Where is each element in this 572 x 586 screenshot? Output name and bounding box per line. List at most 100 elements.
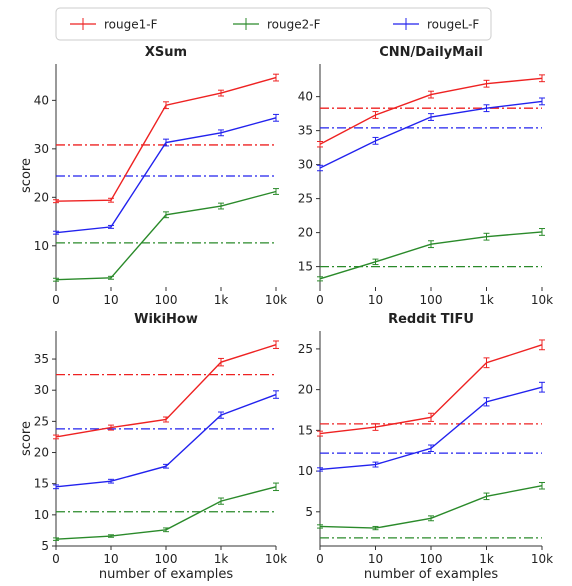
- y-tick-label: 25: [298, 342, 313, 356]
- series-line-rouge2-F: [55, 190, 277, 281]
- data-point-rougeL-F: [317, 164, 323, 172]
- data-point-rouge2-F: [428, 515, 434, 522]
- x-tick-label: 0: [316, 552, 324, 566]
- x-tick-label: 0: [52, 552, 60, 566]
- data-point-rougeL-F: [372, 461, 379, 468]
- legend-entry-rouge2-F: rouge2-F: [233, 18, 321, 32]
- data-point-rouge2-F: [428, 240, 434, 249]
- x-tick-label: 10: [103, 293, 118, 307]
- x-tick-label: 1k: [214, 293, 229, 307]
- data-point-rouge2-F: [539, 481, 545, 490]
- y-tick-label: 35: [34, 352, 49, 366]
- x-tick-label: 10: [368, 293, 383, 307]
- x-tick-label: 0: [52, 293, 60, 307]
- data-point-rouge2-F: [483, 492, 490, 501]
- data-point-rouge2-F: [372, 525, 379, 531]
- y-tick-label: 25: [34, 414, 49, 428]
- data-point-rouge2-F: [273, 188, 279, 195]
- legend-label: rouge2-F: [267, 18, 321, 32]
- y-tick-label: 20: [298, 226, 313, 240]
- data-point-rougeL-F: [372, 136, 379, 145]
- data-point-rouge1-F: [428, 412, 434, 422]
- y-tick-label: 20: [34, 190, 49, 204]
- legend-entry-rougeL-F: rougeL-F: [393, 18, 479, 32]
- panel-title: WikiHow: [134, 312, 198, 327]
- x-tick-label: 10k: [531, 293, 553, 307]
- x-axis-label: number of examples: [99, 567, 233, 582]
- legend-entry-rouge1-F: rouge1-F: [70, 18, 158, 32]
- data-point-rouge2-F: [539, 228, 545, 236]
- x-tick-label: 10k: [531, 552, 553, 566]
- data-point-rouge2-F: [53, 277, 59, 282]
- x-tick-label: 100: [420, 552, 443, 566]
- panel-reddit-tifu: Reddit TIFU 5 10 15 20 25 0 10 100 1k 10k number of…: [298, 312, 553, 582]
- y-tick-label: 10: [298, 464, 313, 478]
- data-point-rouge2-F: [483, 232, 490, 241]
- legend-label: rouge1-F: [104, 18, 158, 32]
- data-point-rougeL-F: [539, 97, 545, 106]
- data-point-rouge1-F: [483, 357, 490, 369]
- series-line-rougeL-F: [319, 100, 543, 169]
- data-point-rouge2-F: [372, 258, 379, 266]
- y-tick-label: 40: [298, 90, 313, 104]
- y-tick-label: 15: [34, 477, 49, 491]
- y-tick-label: 30: [34, 142, 49, 156]
- y-tick-label: 25: [298, 192, 313, 206]
- data-point-rouge1-F: [273, 73, 279, 82]
- data-point-rouge1-F: [539, 339, 545, 351]
- data-point-rougeL-F: [483, 104, 490, 113]
- x-tick-label: 100: [155, 293, 178, 307]
- legend-label: rougeL-F: [427, 18, 479, 32]
- series-line-rougeL-F: [319, 386, 543, 471]
- panel-title: CNN/DailyMail: [379, 45, 483, 60]
- data-point-rougeL-F: [218, 411, 224, 419]
- y-tick-label: 20: [34, 446, 49, 460]
- data-point-rougeL-F: [273, 390, 279, 399]
- x-tick-label: 10: [368, 552, 383, 566]
- data-point-rouge1-F: [483, 79, 490, 88]
- data-point-rouge1-F: [163, 416, 169, 423]
- y-tick-label: 15: [298, 423, 313, 437]
- y-axis-label: score: [19, 421, 34, 456]
- data-point-rouge1-F: [163, 101, 169, 110]
- data-point-rouge1-F: [273, 340, 279, 349]
- x-axis-label: number of examples: [364, 567, 498, 582]
- data-point-rougeL-F: [53, 484, 59, 490]
- data-point-rouge2-F: [317, 524, 323, 529]
- x-tick-label: 0: [316, 293, 324, 307]
- x-tick-label: 1k: [479, 552, 494, 566]
- y-tick-label: 10: [34, 508, 49, 522]
- data-point-rougeL-F: [273, 113, 279, 122]
- data-point-rouge1-F: [218, 357, 224, 367]
- data-point-rouge2-F: [163, 211, 169, 219]
- panel-cnn-dailymail: CNN/DailyMail 15 20 25 30 35 40 0 10 100 1k 10k: [298, 45, 553, 307]
- y-tick-label: 30: [34, 383, 49, 397]
- data-point-rougeL-F: [53, 230, 59, 235]
- data-point-rouge2-F: [108, 275, 114, 280]
- data-point-rougeL-F: [483, 397, 490, 407]
- series-line-rouge1-F: [319, 77, 543, 145]
- y-tick-label: 5: [305, 505, 313, 519]
- data-point-rouge1-F: [317, 141, 323, 148]
- data-point-rougeL-F: [218, 129, 224, 137]
- legend: rouge1-F rouge2-F rougeL-F: [55, 7, 492, 41]
- data-point-rouge1-F: [53, 434, 59, 440]
- x-tick-label: 10k: [265, 293, 287, 307]
- x-tick-label: 100: [155, 552, 178, 566]
- panel-wikihow: WikiHow 5 10 15 20 25 30 35 0 10 100 1k 10k score numb…: [19, 312, 287, 582]
- series-line-rougeL-F: [55, 393, 277, 488]
- data-point-rouge1-F: [108, 424, 114, 431]
- data-point-rouge1-F: [539, 74, 545, 83]
- x-tick-label: 10k: [265, 552, 287, 566]
- data-point-rougeL-F: [428, 113, 434, 121]
- y-tick-label: 10: [34, 239, 49, 253]
- data-point-rouge1-F: [108, 197, 114, 203]
- data-point-rouge2-F: [218, 497, 224, 505]
- data-point-rouge1-F: [372, 111, 379, 119]
- series-line-rouge2-F: [319, 485, 543, 529]
- data-point-rouge2-F: [108, 534, 114, 538]
- x-tick-label: 1k: [479, 293, 494, 307]
- panel-title: XSum: [145, 45, 187, 60]
- x-tick-label: 1k: [214, 552, 229, 566]
